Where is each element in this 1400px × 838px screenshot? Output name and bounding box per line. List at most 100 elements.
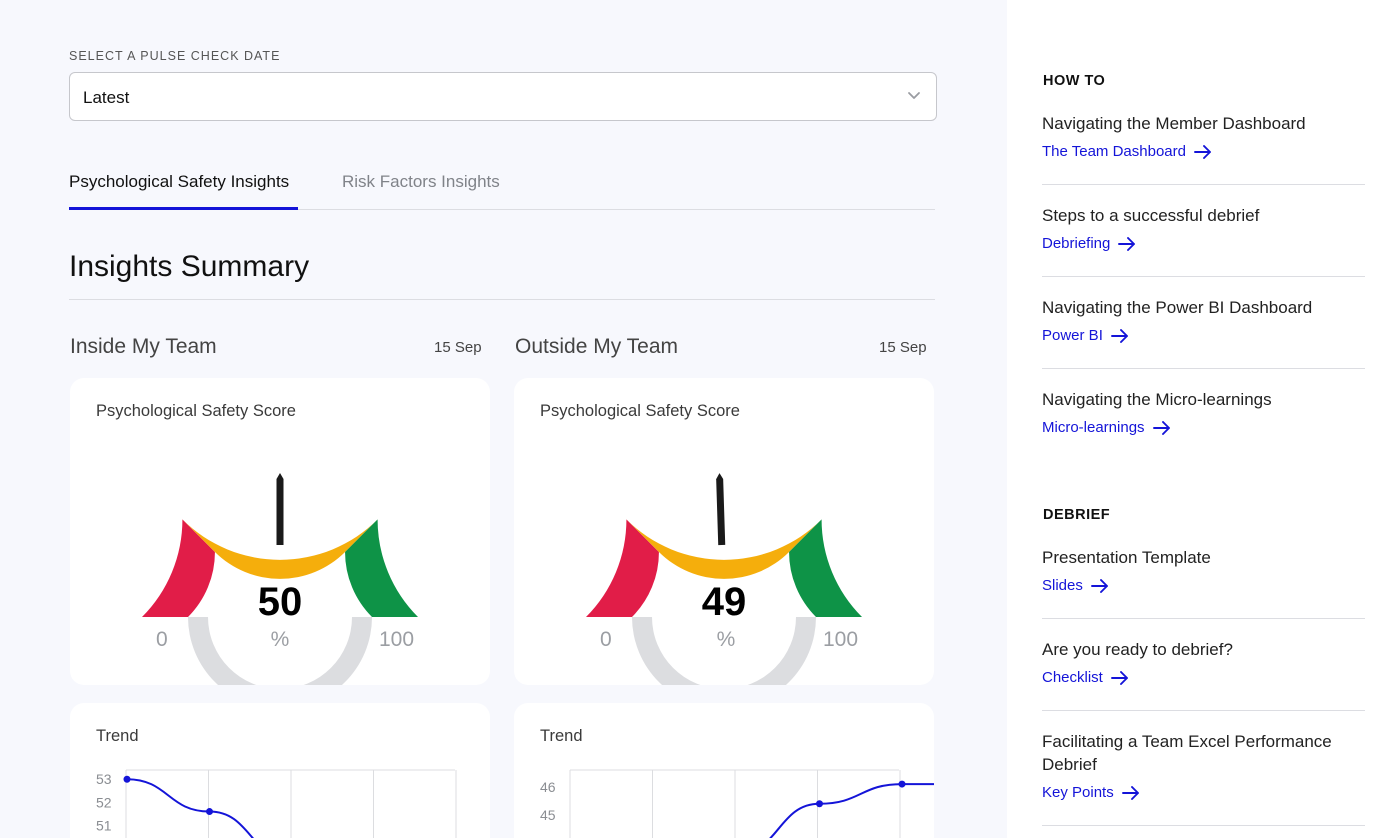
link-label: The Team Dashboard [1042,143,1186,160]
gauge-min-label: 0 [600,628,612,651]
main-content: SELECT A PULSE CHECK DATE Latest Psychol… [69,49,937,838]
arrow-right-icon [1118,236,1136,251]
outside-team-heading: Outside My Team [515,335,679,358]
divider [1042,825,1365,826]
tab-risk-factors[interactable]: Risk Factors Insights [342,172,500,191]
slides-link[interactable]: Slides [1042,577,1109,594]
arrow-right-icon [1121,785,1139,800]
inside-team-score-card: Psychological Safety Score 50 % 0 100 [70,378,490,685]
link-label: Debriefing [1042,235,1111,252]
gauge-unit: % [716,628,736,651]
gauge-band-green [345,519,418,617]
trend-point [816,800,823,808]
gauge-track [188,617,372,685]
trend-point [898,780,906,788]
trend-point [206,808,213,816]
arrow-right-icon [1090,578,1108,593]
score-card-title: Psychological Safety Score [540,402,740,420]
trend-point [123,775,131,783]
insights-tabs: Psychological Safety Insights Risk Facto… [69,160,935,210]
howto-item-title: Navigating the Member Dashboard [1042,114,1306,133]
score-card-title: Psychological Safety Score [96,402,296,420]
inside-team-trend-card: Trend 53 52 51 [70,703,490,838]
checklist-link[interactable]: Checklist [1042,669,1129,686]
arrow-right-icon [1110,670,1128,685]
gauge-band-red [142,519,215,617]
gauge-band-amber [182,519,378,579]
debrief-item: Presentation Template Slides [1042,546,1365,595]
link-label: Slides [1042,577,1083,594]
gauge-band-red [586,519,659,617]
howto-item: Navigating the Power BI Dashboard Power … [1042,296,1365,345]
gauge-needle [716,473,726,546]
debrief-item: Are you ready to debrief? Checklist [1042,638,1365,687]
arrow-right-icon [1110,328,1128,343]
divider [1042,184,1365,185]
y-tick-label: 51 [96,817,112,833]
y-tick-label: 45 [540,807,556,823]
link-label: Micro-learnings [1042,419,1145,436]
debrief-item-title: Facilitating a Team Excel Performance De… [1042,732,1332,774]
outside-team-date: 15 Sep [879,339,927,356]
trend-card-title: Trend [96,727,139,745]
outside-team-gauge [586,473,862,685]
outside-team-score-card: Psychological Safety Score 49 % 0 100 [514,378,934,685]
gauge-max-label: 100 [379,628,415,651]
team-dashboard-link[interactable]: The Team Dashboard [1042,143,1212,160]
howto-item-title: Navigating the Power BI Dashboard [1042,298,1313,317]
y-tick-label: 53 [96,771,112,787]
y-tick-label: 52 [96,794,112,810]
gauge-band-green [789,519,862,617]
inside-team-heading: Inside My Team [70,335,217,358]
trend-series-line [769,783,934,838]
divider [1042,618,1365,619]
arrow-right-icon [1152,420,1170,435]
micro-learnings-link[interactable]: Micro-learnings [1042,419,1171,436]
gauge-min-label: 0 [156,628,168,651]
gauge-unit: % [270,628,290,651]
link-label: Power BI [1042,327,1103,344]
key-points-link[interactable]: Key Points [1042,784,1140,801]
page-title: Insights Summary [69,250,310,283]
divider [69,299,935,300]
outside-team-score-value: 49 [701,580,747,624]
gauge-max-label: 100 [823,628,859,651]
active-tab-indicator [69,207,298,210]
howto-item: Navigating the Micro-learnings Micro-lea… [1042,388,1365,437]
power-bi-link[interactable]: Power BI [1042,327,1129,344]
y-tick-label: 44 [540,835,556,838]
chevron-down-icon [908,92,920,99]
divider [1042,710,1365,711]
debrief-heading: DEBRIEF [1043,507,1111,523]
inside-team-date: 15 Sep [434,339,482,356]
help-sidebar: HOW TO Navigating the Member Dashboard T… [1007,0,1400,838]
link-label: Key Points [1042,784,1114,801]
trend-card-title: Trend [540,727,583,745]
debrief-item-title: Are you ready to debrief? [1042,640,1233,659]
inside-team-gauge [142,473,418,685]
divider [1042,276,1365,277]
debrief-item: Facilitating a Team Excel Performance De… [1042,730,1365,802]
howto-item-title: Steps to a successful debrief [1042,206,1260,225]
tab-psychological-safety[interactable]: Psychological Safety Insights [69,172,290,191]
gauge-needle [276,473,284,545]
inside-team-trend-chart: 53 52 51 [96,769,457,838]
debrief-item-title: Presentation Template [1042,548,1211,567]
date-select-label: SELECT A PULSE CHECK DATE [69,49,281,63]
divider [1042,368,1365,369]
arrow-right-icon [1194,144,1211,159]
gauge-track [632,617,816,685]
howto-item: Navigating the Member Dashboard The Team… [1042,112,1365,161]
outside-team-trend-chart: 46 45 44 [540,769,934,838]
howto-item-title: Navigating the Micro-learnings [1042,390,1272,409]
debriefing-link[interactable]: Debriefing [1042,235,1136,252]
outside-team-trend-card: Trend 46 45 44 [514,703,934,838]
pulse-date-select-value: Latest [83,88,130,107]
link-label: Checklist [1042,669,1103,686]
howto-item: Steps to a successful debrief Debriefing [1042,204,1365,253]
inside-team-score-value: 50 [257,580,303,624]
y-tick-label: 46 [540,779,556,795]
gauge-band-amber [626,519,822,579]
pulse-date-select[interactable]: Latest [69,72,937,121]
howto-heading: HOW TO [1043,73,1106,89]
